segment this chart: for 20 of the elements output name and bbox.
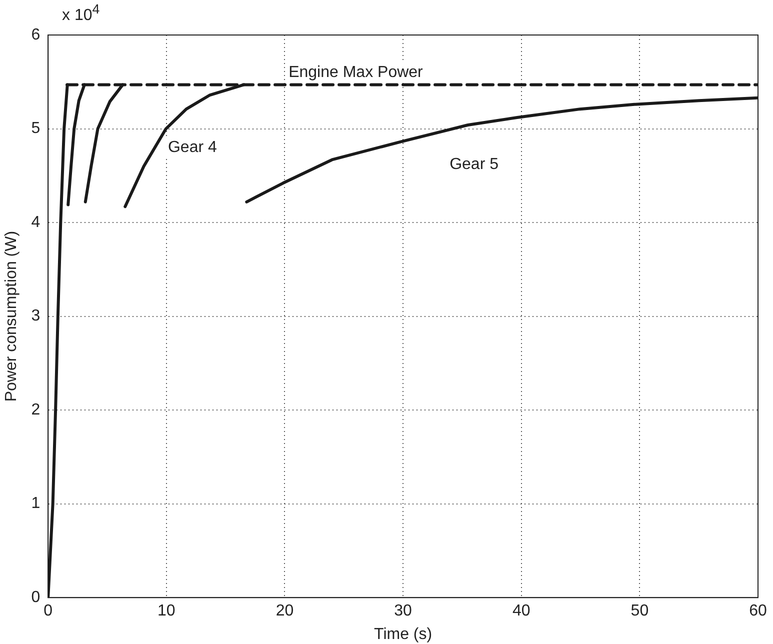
y-tick-label: 1 bbox=[31, 495, 40, 512]
x-tick-label: 0 bbox=[44, 602, 53, 620]
x-tick-label: 10 bbox=[158, 602, 176, 620]
text: x 10$^{4}$ bbox=[62, 2, 100, 24]
y-tick-label: 6 bbox=[31, 26, 40, 44]
series-label: Gear 4 bbox=[168, 138, 217, 156]
y-tick-label: 2 bbox=[31, 401, 40, 418]
series-label: Gear 5 bbox=[450, 156, 499, 173]
x-tick-label: 40 bbox=[512, 602, 530, 620]
y-tick-label: 0 bbox=[31, 589, 40, 606]
x-tick-label: 30 bbox=[394, 602, 412, 620]
y-tick-label: 3 bbox=[31, 308, 40, 325]
x-tick-label: 50 bbox=[630, 602, 649, 620]
y-tick-label: 4 bbox=[31, 214, 40, 231]
series-label: Engine Max Power bbox=[288, 64, 424, 81]
x-tick-label: 20 bbox=[276, 602, 294, 620]
y-tick-label: 5 bbox=[31, 120, 40, 138]
y-axis-title: Power consumption (W) bbox=[3, 230, 20, 402]
x-axis-title: Time (s) bbox=[374, 626, 432, 643]
x-tick-label: 60 bbox=[749, 602, 767, 620]
